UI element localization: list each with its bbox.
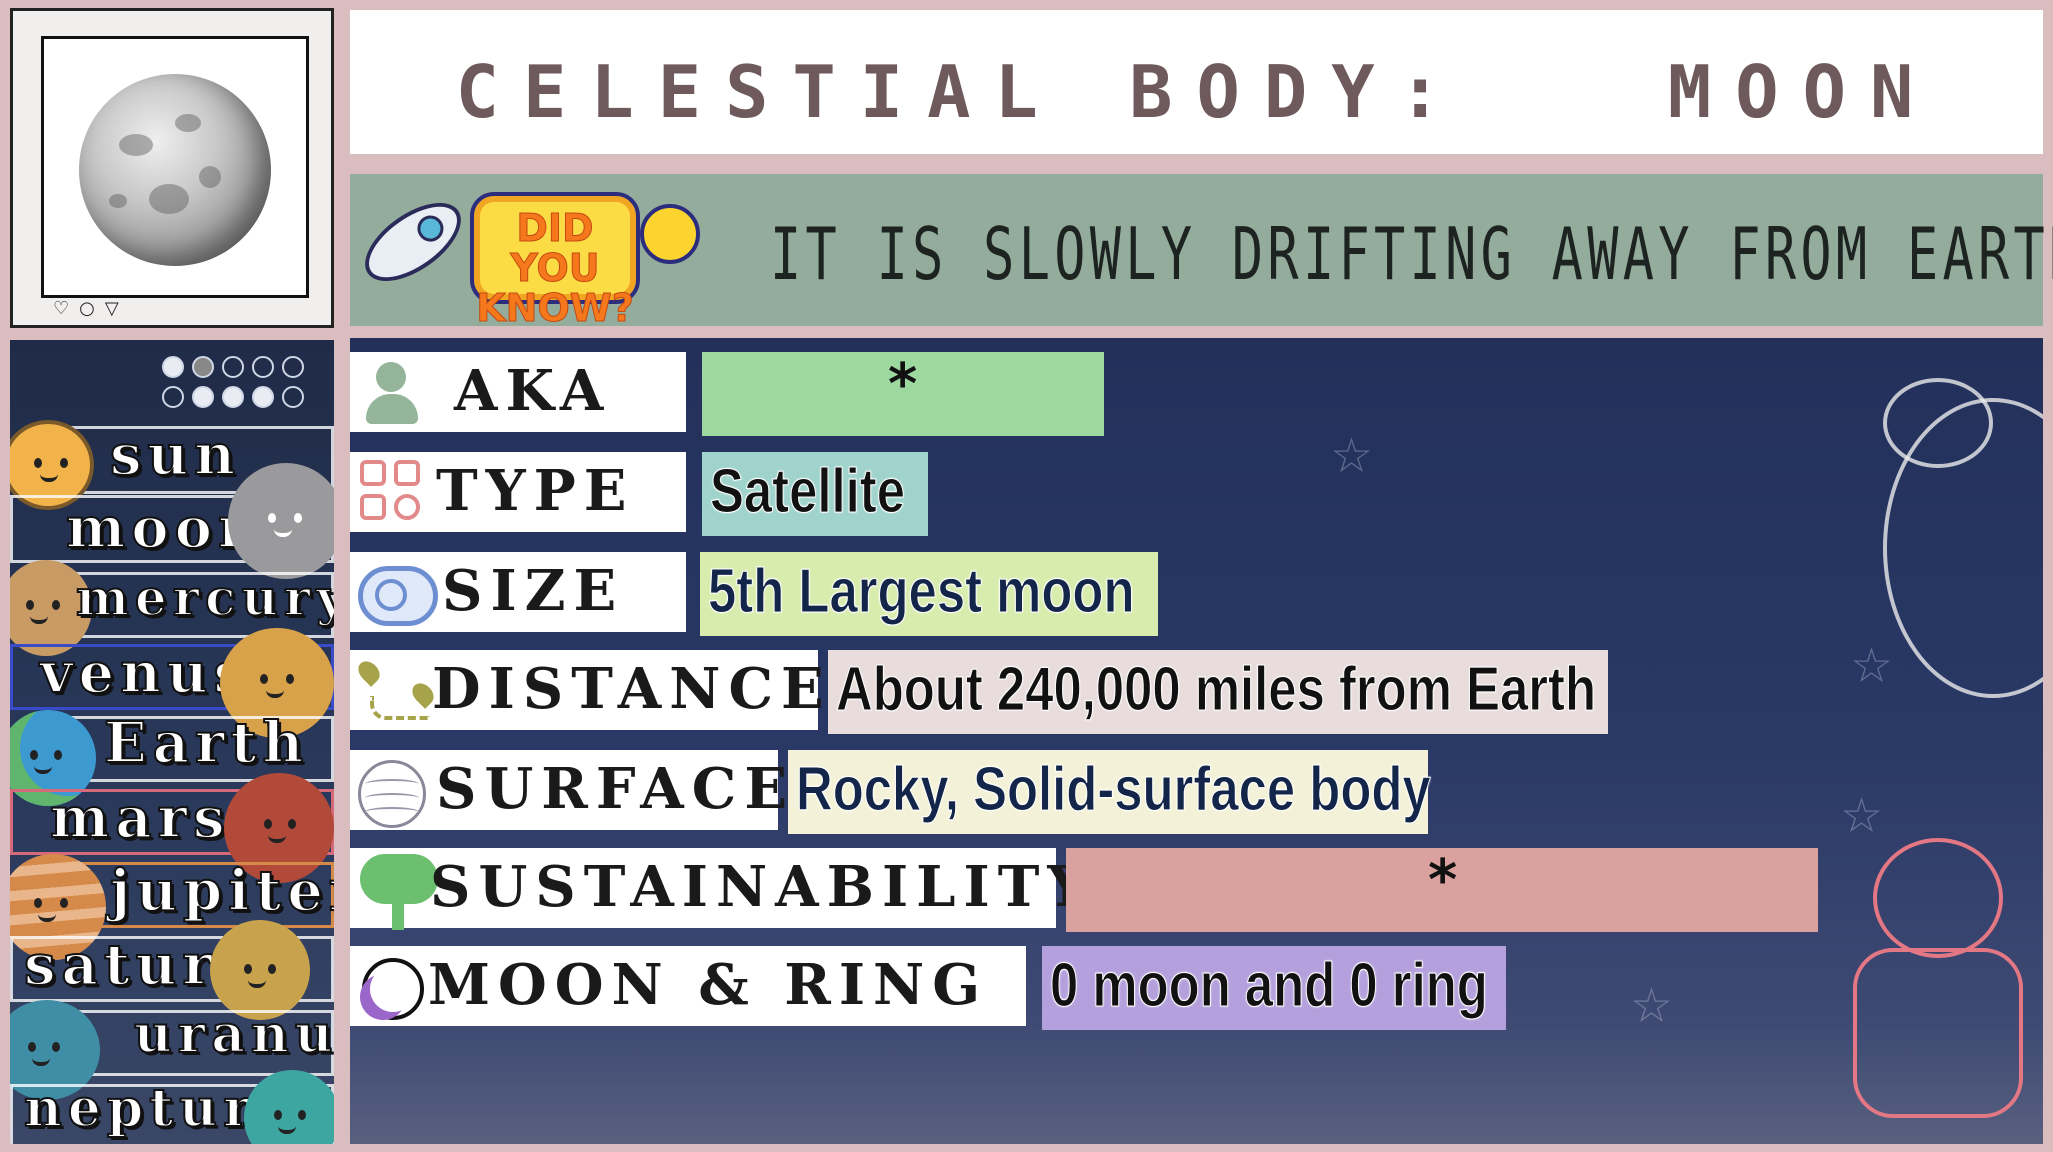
value-size: 5th Largest moon <box>708 557 1135 627</box>
sidebar-item-saturn[interactable]: saturn <box>10 920 334 1020</box>
did-you-know-badge: DID YOU KNOW? <box>470 192 640 329</box>
badge-line-1: DID YOU <box>510 206 600 290</box>
moon-face-icon <box>228 463 334 579</box>
sidebar-label-venus: venus <box>39 639 252 707</box>
label-box-aka: AKA <box>350 352 686 432</box>
value-type: Satellite <box>710 457 906 527</box>
planet-dots-decoration <box>144 356 304 408</box>
sidebar-label-earth: Earth <box>103 709 310 777</box>
label-box-sustainability: SUSTAINABILITY <box>350 848 1087 930</box>
label-box-surface: SURFACE <box>350 750 787 830</box>
route-pin-icon <box>354 656 438 724</box>
venus-face-icon <box>220 628 334 738</box>
comment-icon[interactable]: ○ <box>79 298 95 319</box>
label-sustainability: SUSTAINABILITY <box>430 854 1096 920</box>
sidebar-item-jupiter[interactable]: jupiter <box>10 854 334 960</box>
label-box-size: SIZE <box>350 552 686 632</box>
crescent-icon <box>356 952 426 1020</box>
value-box-size: 5th Largest moon <box>700 552 1158 636</box>
sidebar-item-venus[interactable]: venus <box>10 628 334 738</box>
astronaut-decoration <box>1823 838 2043 1138</box>
grid-search-icon <box>356 458 426 526</box>
label-moon-ring: MOON & RING <box>428 952 989 1018</box>
row-size: SIZE 5th Largest moon <box>350 552 1950 636</box>
label-box-type: TYPE <box>350 452 686 532</box>
uranus-face-icon <box>10 1000 100 1100</box>
planet-nav-sidebar: sun moon mercury venus Earth mars <box>10 340 334 1144</box>
value-box-distance: About 240,000 miles from Earth <box>828 650 1608 734</box>
label-box-moon-ring: MOON & RING <box>350 946 1026 1026</box>
moon-photo <box>41 36 309 298</box>
row-distance: DISTANCE About 240,000 miles from Earth <box>350 650 1950 734</box>
heart-icon[interactable]: ♡ <box>53 298 70 319</box>
sidebar-item-uranus[interactable]: uranus <box>10 1000 334 1100</box>
label-size: SIZE <box>442 558 625 624</box>
value-moon-ring: 0 moon and 0 ring <box>1050 951 1489 1021</box>
sidebar-label-uranus: uranus <box>133 1003 334 1066</box>
sidebar-label-mars: mars <box>49 784 231 852</box>
value-surface: Rocky, Solid-surface body <box>796 755 1432 825</box>
mercury-face-icon <box>10 560 92 656</box>
lightbulb-icon <box>640 204 700 264</box>
badge-line-2: KNOW? <box>476 286 635 330</box>
jupiter-face-icon <box>10 854 106 960</box>
label-distance: DISTANCE <box>432 656 832 722</box>
label-aka: AKA <box>454 358 612 424</box>
row-moon-ring: MOON & RING 0 moon and 0 ring <box>350 946 1950 1030</box>
page-title: CELESTIAL BODY: MOON <box>455 50 1938 134</box>
sidebar-item-mars[interactable]: mars <box>10 773 334 883</box>
value-box-sustainability: * <box>1066 848 1818 932</box>
sidebar-label-sun: sun <box>109 421 241 489</box>
person-icon <box>356 358 426 426</box>
saturn-face-icon <box>210 920 310 1020</box>
value-box-surface: Rocky, Solid-surface body <box>788 750 1432 834</box>
info-panel: ☆ ☆ ☆ ☆ AKA * TYPE Satellite <box>350 338 2043 1144</box>
page-header: CELESTIAL BODY: MOON <box>350 10 2043 154</box>
sidebar-label-jupiter: jupiter <box>109 857 334 925</box>
value-box-moon-ring: 0 moon and 0 ring <box>1042 946 1506 1030</box>
row-sustainability: SUSTAINABILITY * <box>350 848 1950 932</box>
send-icon[interactable]: ▽ <box>104 298 119 319</box>
ring-outline-decoration <box>1883 378 1993 468</box>
row-type: TYPE Satellite <box>350 452 1950 536</box>
sidebar-label-moon: moon <box>65 494 265 562</box>
globe-lines-icon <box>356 756 426 828</box>
row-surface: SURFACE Rocky, Solid-surface body <box>350 750 1950 834</box>
sidebar-item-neptune[interactable]: neptune <box>10 1070 334 1144</box>
moon-image <box>79 74 271 266</box>
value-box-type: Satellite <box>702 452 928 536</box>
tape-measure-icon <box>356 558 438 626</box>
value-aka: * <box>888 352 918 417</box>
label-type: TYPE <box>436 458 635 524</box>
row-aka: AKA * <box>350 352 1950 436</box>
value-sustainability: * <box>1428 848 1458 913</box>
fun-fact-text: IT IS SLOWLY DRIFTING AWAY FROM EARTH <box>770 212 2053 296</box>
neptune-face-icon <box>244 1070 334 1144</box>
sidebar-label-mercury: mercury <box>75 567 334 628</box>
moon-photo-frame: ♡ ○ ▽ <box>10 8 334 328</box>
sidebar-item-earth[interactable]: Earth <box>10 709 334 806</box>
sidebar-item-moon[interactable]: moon <box>10 463 334 579</box>
tree-icon <box>356 854 438 930</box>
value-distance: About 240,000 miles from Earth <box>836 655 1597 725</box>
label-surface: SURFACE <box>436 756 795 822</box>
value-box-aka: * <box>702 352 1104 436</box>
label-box-distance: DISTANCE <box>350 650 824 730</box>
did-you-know-banner: DID YOU KNOW? IT IS SLOWLY DRIFTING AWAY… <box>350 174 2053 329</box>
sidebar-item-mercury[interactable]: mercury <box>10 560 334 656</box>
rocket-icon <box>351 187 475 297</box>
